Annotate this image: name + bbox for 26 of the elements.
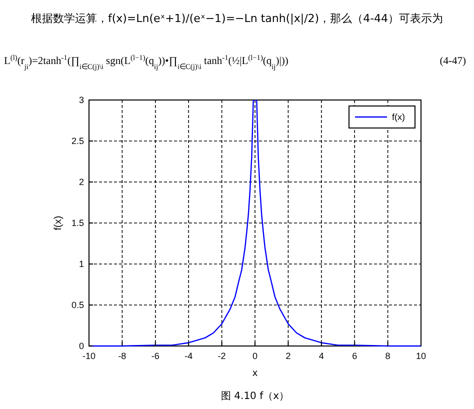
line-series [88, 100, 422, 347]
y-tick-label: 0.5 [71, 300, 84, 310]
y-tick-label: 0 [78, 341, 84, 351]
text: L$^{(l)}$(r$_{ji}$)=2tanh$^{-1}$(∏$_{i∈C(j)\i}$ sgn(L$^{(l−1)}$(q$_{ij}$))•∏$_{i∈C(j)\i}$ tanh$^{-1}$(½|L$^{(l−1)}$(q$_{ij}$)|)) [4, 52, 288, 70]
x-tick-label: -6 [151, 351, 160, 361]
text: 根据数学运算，f(x)=Ln(eˣ+1)/(eˣ−1)=−Ln tanh(|x|/2)，那么（4-44）可表示为 [30, 12, 444, 25]
x-tick-label: -8 [118, 351, 126, 361]
y-tick-label: 2 [78, 177, 84, 187]
x-tick-label: -2 [218, 351, 226, 361]
text: (4-47) [440, 56, 466, 67]
legend-label: f(x) [392, 112, 405, 122]
x-axis-title: x [252, 368, 258, 379]
y-axis-title: f(x) [53, 216, 64, 230]
x-tick-label: -10 [82, 351, 96, 361]
x-tick-label: 6 [352, 351, 358, 361]
y-tick-label: 3 [78, 95, 84, 105]
x-tick-label: 4 [318, 351, 324, 361]
y-tick-label: 2.5 [71, 136, 84, 146]
y-tick-label: 1.5 [71, 218, 84, 228]
x-tick-label: 8 [385, 351, 390, 361]
caption: 图 4.10 f（x） [220, 391, 290, 402]
y-tick-label: 1 [78, 259, 84, 269]
x-tick-label: 10 [416, 351, 426, 361]
x-tick-label: 2 [286, 351, 291, 361]
x-tick-label: 0 [252, 351, 258, 361]
x-tick-label: -4 [184, 351, 193, 361]
